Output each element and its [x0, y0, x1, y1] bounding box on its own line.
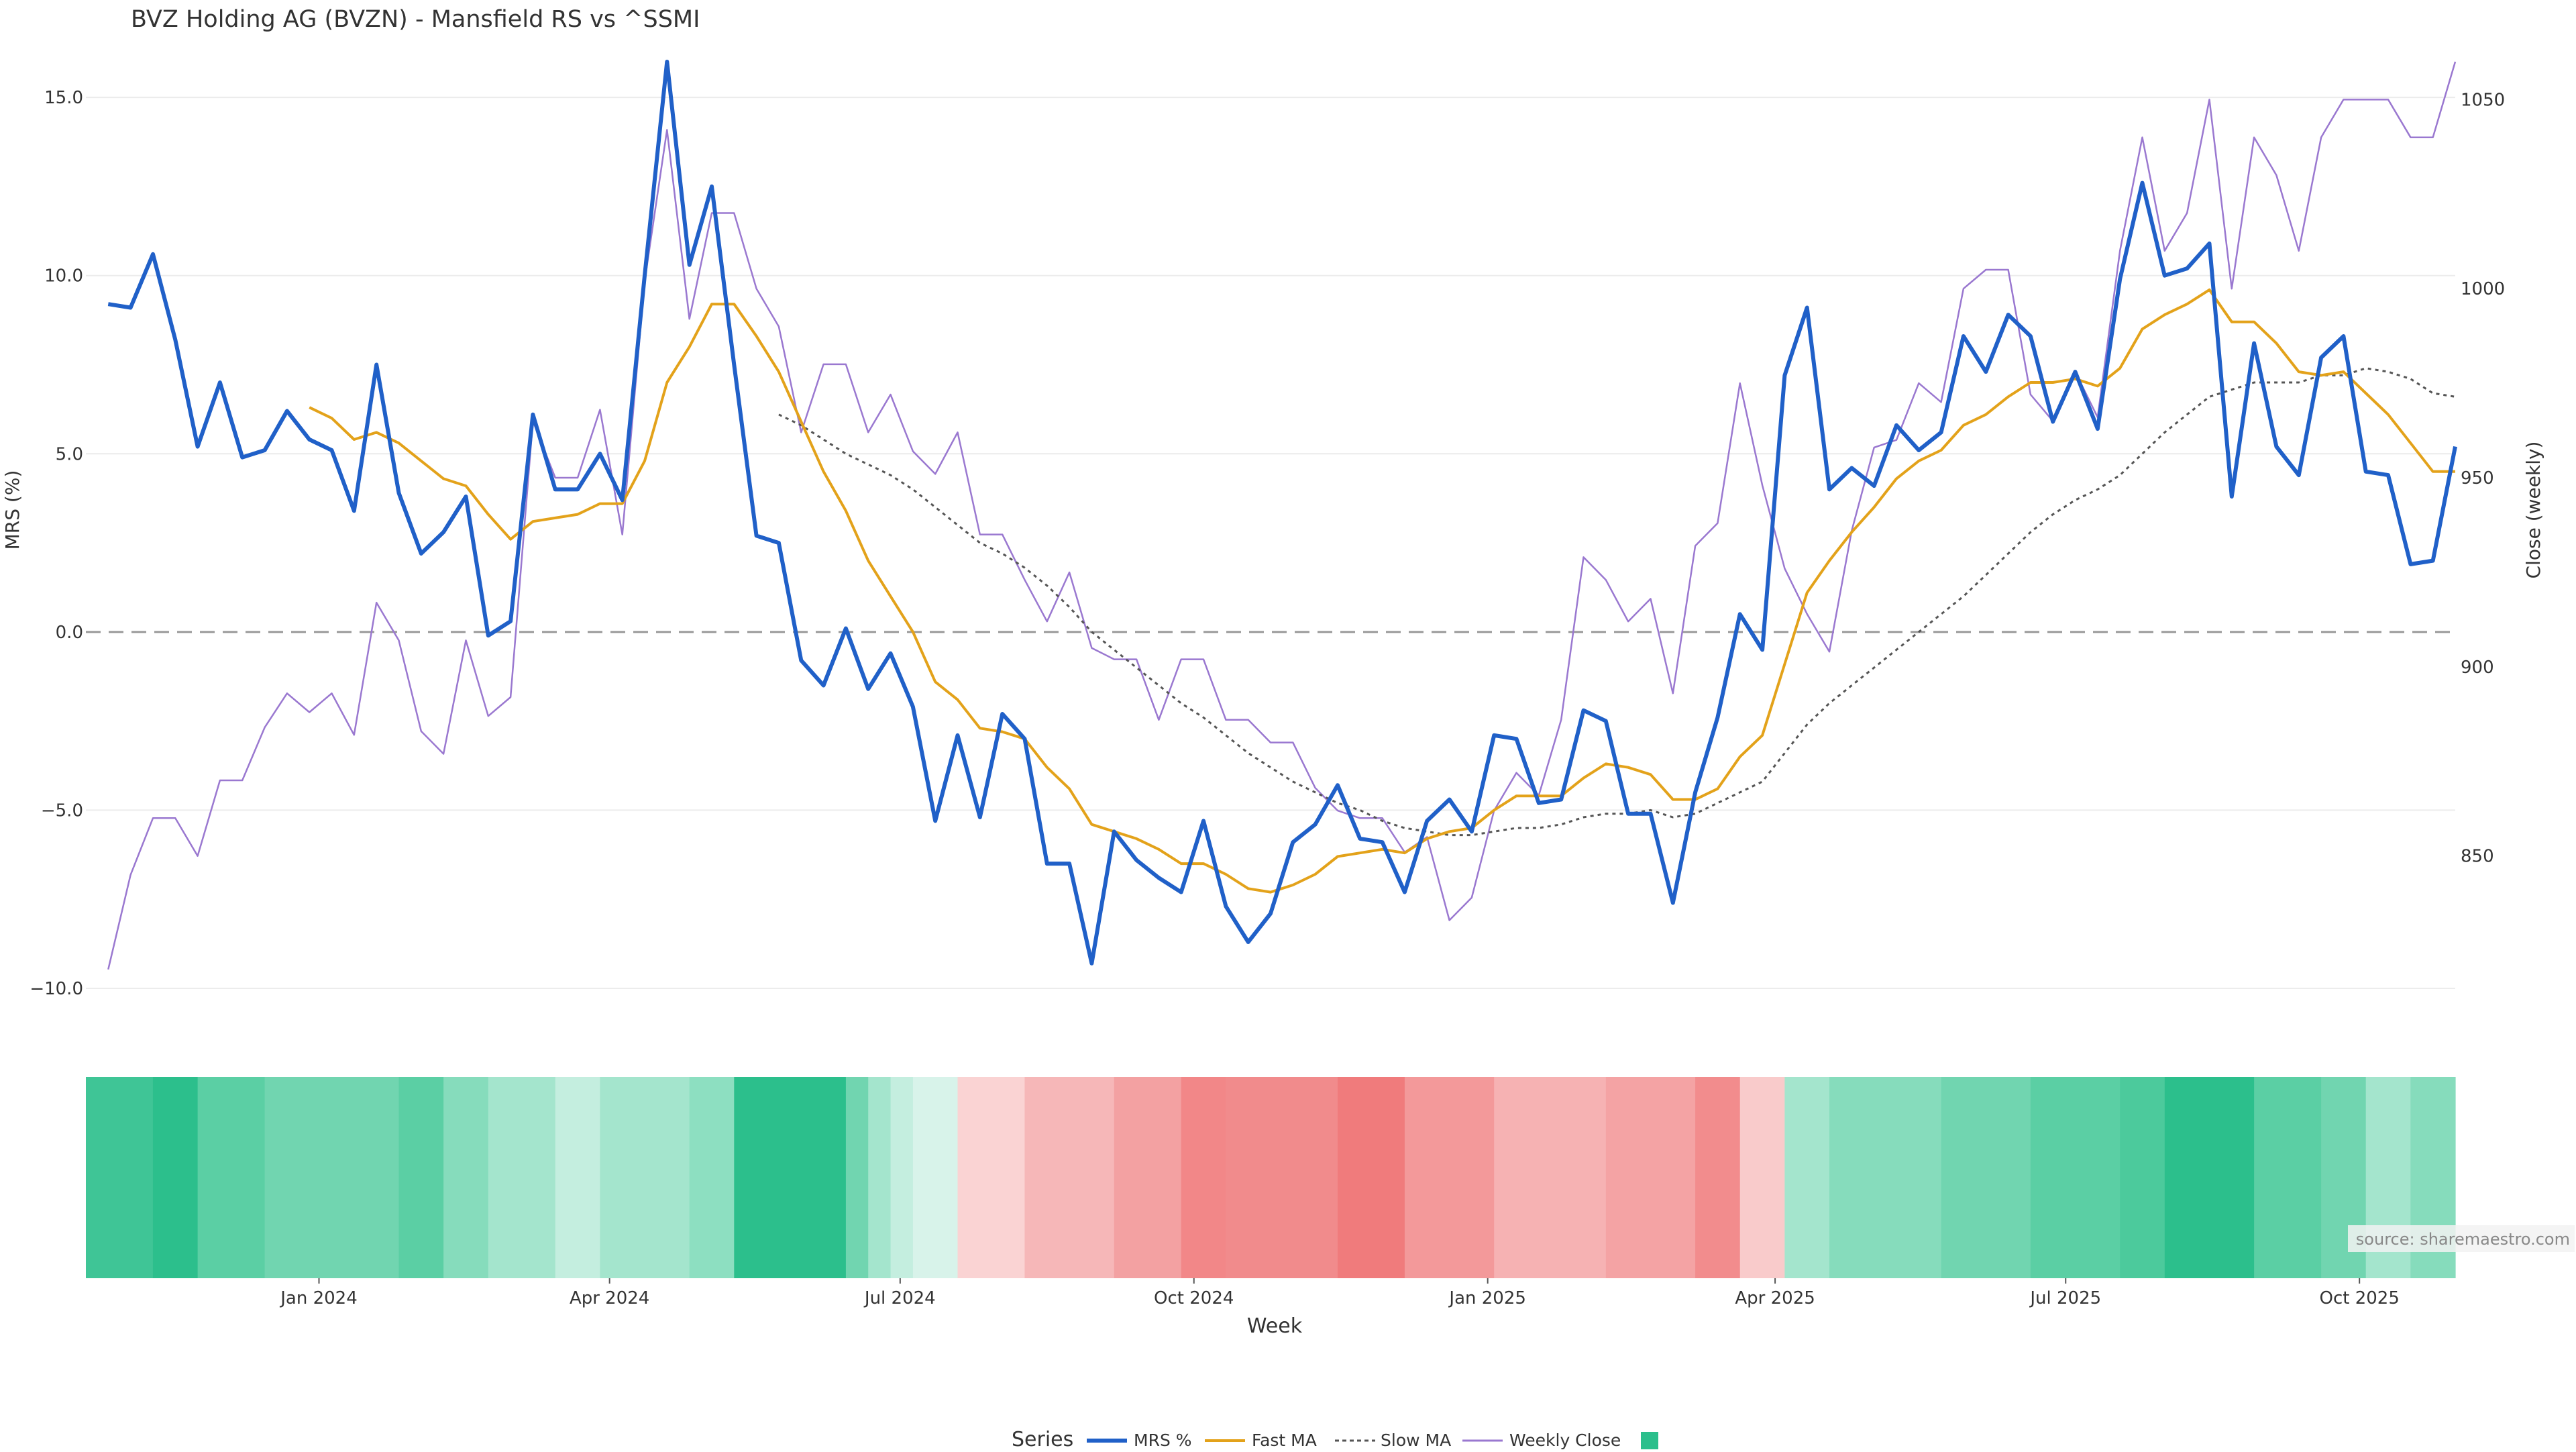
legend-item-fast-ma[interactable]: Fast MA: [1205, 1431, 1317, 1450]
legend-label-fast-ma: Fast MA: [1252, 1431, 1317, 1449]
series-slow-ma: [778, 367, 2456, 837]
series-layer: [107, 60, 2457, 970]
legend: Series MRS % Fast MA Slow MA Weekly Clos…: [1012, 1428, 1658, 1451]
legend-item-weekly-close[interactable]: Weekly Close: [1462, 1431, 1621, 1450]
y-tick-label: −10.0: [30, 979, 83, 999]
heatmap-cell: [1337, 1077, 1405, 1278]
legend-label-weekly-close: Weekly Close: [1509, 1431, 1621, 1449]
series-mrs: [107, 60, 2457, 966]
chart-title: BVZ Holding AG (BVZN) - Mansfield RS vs …: [131, 6, 700, 33]
x-tick-label: Jan 2024: [279, 1288, 358, 1308]
heatmap-cell: [1024, 1077, 1115, 1278]
heatmap-cell: [398, 1077, 444, 1278]
x-tick-label: Oct 2025: [2320, 1288, 2400, 1308]
x-tick-label: Jan 2025: [1448, 1288, 1526, 1308]
legend-title: Series: [1012, 1428, 1073, 1449]
heatmap-cell: [1605, 1077, 1696, 1278]
y-tick-label: 10.0: [44, 266, 83, 287]
heatmap-strip: [86, 1077, 2456, 1278]
heatmap-cell: [2030, 1077, 2121, 1278]
heatmap-cell: [2120, 1077, 2165, 1278]
source-badge-bg: [2348, 1225, 2575, 1252]
heatmap-cell: [86, 1077, 154, 1278]
heatmap-cell: [689, 1077, 735, 1278]
heatmap-cell: [845, 1077, 869, 1278]
heatmap-cell: [264, 1077, 400, 1278]
y2-tick-label: 1050: [2461, 90, 2505, 110]
legend-swatch-heatmap[interactable]: [1641, 1432, 1658, 1449]
legend-item-slow-ma[interactable]: Slow MA: [1335, 1431, 1451, 1450]
x-tick-label: Oct 2024: [1154, 1288, 1234, 1308]
heatmap-cell: [890, 1077, 914, 1278]
y-tick-label: 5.0: [56, 444, 83, 464]
heatmap-cell: [868, 1077, 892, 1278]
heatmap-cell: [197, 1077, 266, 1278]
heatmap-cell: [1941, 1077, 2031, 1278]
heatmap-cell: [488, 1077, 556, 1278]
x-tick-label: Apr 2024: [570, 1288, 649, 1308]
heatmap-cell: [1784, 1077, 1830, 1278]
y-tick-label: −5.0: [41, 800, 83, 821]
grid-layer: [86, 97, 2455, 989]
source-credit: source: sharemaestro.com: [2356, 1230, 2570, 1249]
legend-label-mrs: MRS %: [1134, 1431, 1192, 1449]
heatmap-cell: [1829, 1077, 1942, 1278]
y-tick-label: 0.0: [56, 623, 83, 643]
y2-axis-label: Close (weekly): [2522, 442, 2544, 579]
series-fast-ma: [309, 288, 2455, 894]
heatmap-cell: [555, 1077, 600, 1278]
y-axis-right: 1050 1000 950 900 850: [2461, 90, 2505, 866]
x-axis-label: Week: [1247, 1314, 1303, 1338]
heatmap-cell: [1404, 1077, 1495, 1278]
x-axis: Jan 2024 Apr 2024 Jul 2024 Oct 2024 Jan 2025…: [279, 1278, 2400, 1308]
heatmap-cell: [1226, 1077, 1338, 1278]
y2-tick-label: 1000: [2461, 279, 2505, 299]
y2-tick-label: 900: [2461, 658, 2494, 678]
heatmap-cell: [2164, 1077, 2255, 1278]
heatmap-cell: [957, 1077, 1026, 1278]
legend-item-mrs[interactable]: MRS %: [1087, 1431, 1192, 1450]
heatmap-cell: [600, 1077, 690, 1278]
heatmap-cell: [1739, 1077, 1785, 1278]
y-axis-left: 15.0 10.0 5.0 0.0 −5.0 −10.0: [30, 88, 83, 999]
heatmap-cell: [1494, 1077, 1607, 1278]
heatmap-cell: [2254, 1077, 2322, 1278]
legend-label-slow-ma: Slow MA: [1381, 1431, 1451, 1449]
heatmap-cell: [152, 1077, 199, 1278]
x-tick-label: Apr 2025: [1735, 1288, 1815, 1308]
heatmap-cell: [912, 1077, 959, 1278]
x-tick-label: Jul 2024: [863, 1288, 936, 1308]
y-tick-label: 15.0: [44, 88, 83, 108]
y-axis-label: MRS (%): [1, 470, 23, 550]
heatmap-cell: [1114, 1077, 1182, 1278]
y2-tick-label: 850: [2461, 847, 2494, 867]
heatmap-cell: [1695, 1077, 1741, 1278]
y2-tick-label: 950: [2461, 468, 2494, 488]
heatmap-cell: [1181, 1077, 1226, 1278]
heatmap-cell: [734, 1077, 847, 1278]
x-tick-label: Jul 2025: [2029, 1288, 2101, 1308]
heatmap-cell: [443, 1077, 489, 1278]
